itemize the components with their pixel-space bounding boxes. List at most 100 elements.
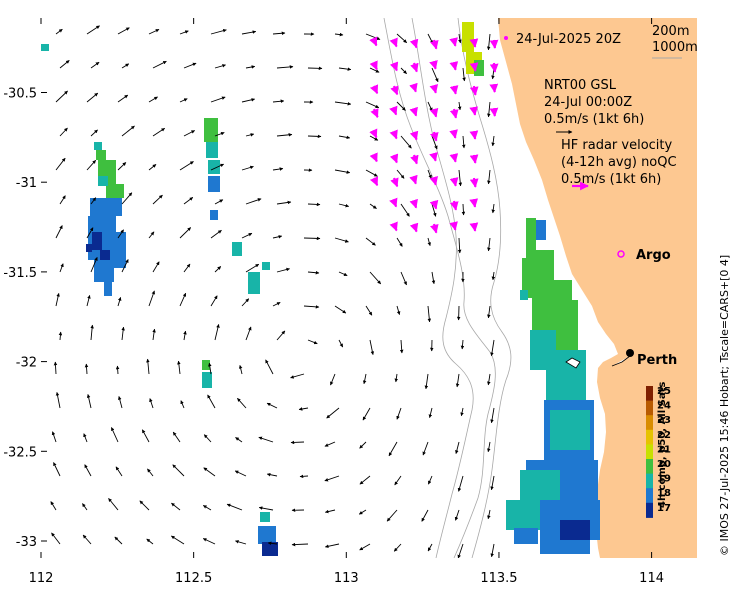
model-vector bbox=[427, 475, 433, 485]
model-vector bbox=[179, 227, 192, 239]
colorbar-tick-label: 22 bbox=[657, 430, 671, 441]
model-vector bbox=[487, 509, 491, 520]
model-vector bbox=[83, 433, 88, 443]
hf-vector bbox=[409, 198, 418, 209]
hf-vector bbox=[449, 129, 458, 139]
model-vector bbox=[276, 65, 294, 69]
model-vector bbox=[59, 60, 70, 69]
hf-vector bbox=[449, 153, 459, 163]
sst-patch-coastal bbox=[506, 218, 600, 554]
model-vector bbox=[86, 92, 99, 103]
coast-islands bbox=[565, 355, 631, 369]
model-vector bbox=[400, 203, 410, 217]
model-vector bbox=[490, 339, 495, 357]
model-vector bbox=[117, 94, 129, 103]
hf-vector bbox=[469, 198, 479, 208]
model-vector bbox=[110, 427, 119, 443]
model-vector bbox=[326, 407, 340, 419]
model-vector bbox=[141, 429, 150, 443]
model-vector bbox=[177, 360, 181, 375]
model-vector bbox=[365, 237, 376, 246]
model-vector bbox=[487, 441, 491, 453]
colorbar-cells bbox=[646, 386, 653, 518]
hf-vector bbox=[430, 39, 439, 50]
model-vector bbox=[55, 90, 68, 103]
model-vector bbox=[272, 167, 284, 171]
model-vector bbox=[121, 326, 125, 341]
model-vector bbox=[234, 470, 247, 477]
hf-vector bbox=[369, 84, 379, 95]
hf-vector bbox=[389, 61, 399, 72]
model-vector bbox=[276, 330, 286, 341]
model-vector bbox=[172, 431, 181, 443]
model-vector bbox=[183, 263, 191, 273]
model-vector bbox=[424, 373, 429, 390]
model-vector bbox=[90, 324, 94, 341]
model-vector bbox=[152, 60, 167, 69]
hf-vector bbox=[449, 177, 459, 187]
model-vector bbox=[258, 506, 274, 511]
model-vector bbox=[245, 263, 260, 273]
model-vector bbox=[86, 227, 94, 239]
hf-vector bbox=[369, 128, 378, 139]
model-vector bbox=[183, 330, 187, 341]
model-vector bbox=[330, 373, 336, 386]
model-vector bbox=[266, 402, 278, 409]
hf-radar-vectors bbox=[369, 36, 499, 234]
y-tick-label: -33 bbox=[16, 535, 37, 550]
model-vector bbox=[462, 67, 466, 82]
model-vector bbox=[396, 33, 408, 44]
model-vector bbox=[272, 301, 281, 307]
hf-vector bbox=[430, 223, 439, 234]
hf-vector bbox=[409, 82, 418, 93]
model-vector bbox=[210, 163, 225, 171]
colorbar-cell bbox=[646, 415, 653, 431]
hf-vector bbox=[469, 38, 479, 48]
model-vector bbox=[487, 373, 491, 386]
hf-title: HF radar velocity bbox=[561, 138, 673, 153]
model-vector bbox=[486, 33, 491, 51]
hf-vector bbox=[410, 154, 419, 165]
model-vector bbox=[90, 256, 98, 273]
colorbar-tick-label: 17 bbox=[657, 503, 671, 514]
model-vector bbox=[461, 135, 466, 149]
colorbar-tick-label: 21 bbox=[657, 444, 671, 455]
hf-vector bbox=[390, 85, 399, 96]
hf-vector bbox=[429, 176, 439, 186]
sst-patch-south bbox=[258, 512, 278, 556]
model-vector bbox=[207, 394, 216, 409]
model-vector bbox=[276, 133, 293, 137]
hf-vector bbox=[429, 59, 438, 70]
hf-vector bbox=[469, 106, 479, 116]
model-vector bbox=[338, 271, 348, 277]
model-vector bbox=[179, 30, 189, 35]
model-vector bbox=[50, 501, 57, 511]
hf-vector bbox=[469, 154, 479, 164]
model-vector bbox=[86, 159, 97, 171]
hf-vector bbox=[469, 177, 479, 188]
model-vector bbox=[147, 468, 154, 477]
model-vector bbox=[86, 394, 92, 409]
model-vector bbox=[431, 67, 439, 83]
model-vector bbox=[307, 270, 320, 275]
model-vector bbox=[396, 169, 405, 179]
colorbar-tick-label: 24 bbox=[657, 401, 671, 412]
model-vector bbox=[303, 236, 321, 241]
model-vector bbox=[396, 305, 401, 315]
model-vector bbox=[427, 305, 432, 323]
hf-vector bbox=[370, 108, 379, 119]
colorbar-cell bbox=[646, 400, 653, 416]
model-vector bbox=[114, 536, 123, 545]
model-vector bbox=[457, 101, 462, 111]
y-tick-label: -31.5 bbox=[3, 266, 37, 281]
model-vector bbox=[148, 28, 160, 35]
hf-vector bbox=[469, 130, 479, 140]
model-vector bbox=[324, 475, 340, 482]
model-vector bbox=[152, 261, 160, 273]
model-vector bbox=[139, 500, 150, 511]
model-vector bbox=[338, 203, 350, 208]
argo-marker bbox=[617, 250, 625, 258]
colorbar-tick-label: 19 bbox=[657, 474, 671, 485]
model-vector bbox=[86, 294, 91, 307]
